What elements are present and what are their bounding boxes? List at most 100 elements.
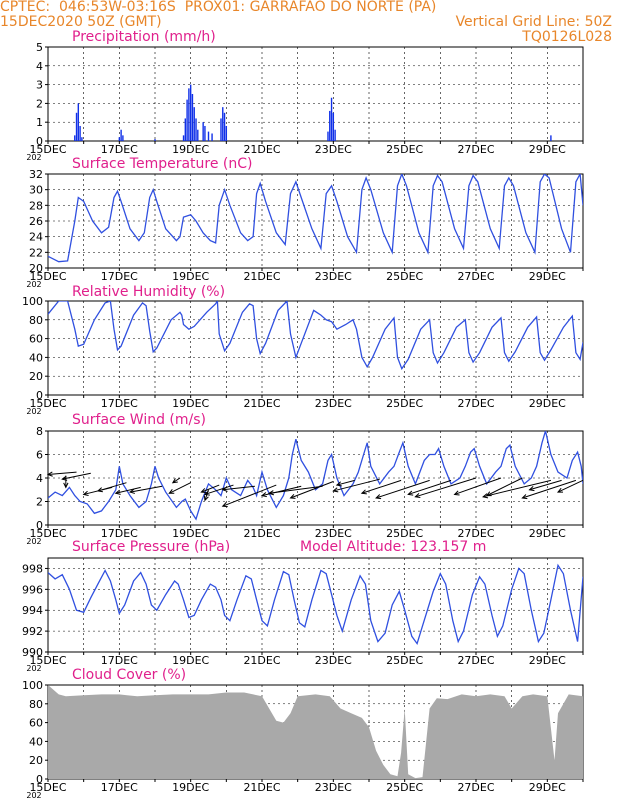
precip-bar <box>186 99 188 141</box>
wind-vector <box>290 481 334 499</box>
x-tick-label: 27DEC <box>457 527 494 540</box>
x-tick-label: 17DEC <box>101 270 138 283</box>
wind-arrowhead <box>335 481 342 487</box>
x-tick-label: 19DEC <box>172 654 209 667</box>
wind-vector <box>222 484 277 507</box>
y-tick-label: 20 <box>29 370 43 383</box>
x-tick-label: 25DEC <box>386 527 423 540</box>
x-tick-label: 21DEC <box>243 270 280 283</box>
precip-bar <box>193 107 195 141</box>
wind-arrowhead <box>171 478 178 484</box>
wind-arrowhead <box>375 494 382 500</box>
y-tick-label: 60 <box>29 333 43 346</box>
precip-bar <box>223 112 226 141</box>
wind-vector <box>415 477 477 498</box>
x-tick-label: 29DEC <box>529 654 566 667</box>
x-tick-label: 21DEC <box>243 654 280 667</box>
wind-arrowhead <box>63 482 69 489</box>
x-tick-label: 29DEC <box>529 527 566 540</box>
rh-line <box>48 301 583 371</box>
plot-frame <box>47 46 584 142</box>
x-tick-label: 15DEC <box>29 270 66 283</box>
y-tick-label: 1 <box>36 116 43 129</box>
station-info: CPTEC: 046:53W-03:16S PROX01: GARRAFAO D… <box>0 0 437 15</box>
x-tick-label: 23DEC <box>315 270 352 283</box>
wind-arrowhead <box>482 493 489 499</box>
y-tick-label: 22 <box>29 246 43 259</box>
panel-precip: 0 1 2 3 4 5 15DEC 17DEC 19DEC 21DEC 23DEC 25DEC 27DE… <box>26 29 584 162</box>
wind-arrowhead <box>128 488 135 494</box>
y-tick-label: 100 <box>22 295 43 308</box>
x-tick-label: 21DEC <box>243 143 280 156</box>
precip-bar <box>225 125 228 141</box>
panel-wind: 0 2 4 6 8 15DEC 17DEC 19DEC 21DEC 23DEC 25DEC 27DEC… <box>26 412 584 546</box>
wind-vector <box>115 486 141 494</box>
wind-arrowhead <box>96 487 103 493</box>
wind-line <box>48 431 583 521</box>
wind-vector <box>454 477 502 495</box>
x-tick-label: 25DEC <box>386 143 423 156</box>
wind-vector <box>522 479 577 499</box>
panel-rh: 0 20 40 60 80 100 15DEC 17DEC 19DEC 21DEC 23DEC 25D… <box>22 284 584 416</box>
precip-bar <box>207 131 210 141</box>
x-tick-label: 27DEC <box>457 781 494 794</box>
x-tick-label: 29DEC <box>529 270 566 283</box>
x-tick-label: 15DEC <box>29 143 66 156</box>
wind-arrowhead <box>203 490 210 496</box>
precip-bar <box>154 139 156 141</box>
precip-bar <box>334 129 336 141</box>
precip-bar <box>202 122 204 141</box>
wind-arrowhead <box>521 494 528 500</box>
x-tick-label: 15DEC <box>29 654 66 667</box>
wind-vector <box>269 485 323 494</box>
wind-arrowhead <box>556 487 564 493</box>
y-tick-label: 40 <box>29 735 43 748</box>
wind-vector <box>333 478 380 492</box>
panel-pres: 990 992 994 996 998 15DEC 17DEC 19DEC 21DEC 23DEC… <box>22 539 584 673</box>
y-tick-label: 3 <box>36 79 43 92</box>
x-tick-label: 21DEC <box>243 527 280 540</box>
wind-arrowhead <box>203 495 209 502</box>
run-date: 15DEC2020 50Z (GMT) <box>0 14 162 30</box>
precip-bar <box>195 118 197 141</box>
header: CPTEC: 046:53W-03:16S PROX01: GARRAFAO D… <box>0 0 618 48</box>
y-tick-label: 994 <box>22 604 43 617</box>
y-tick-label: 998 <box>22 562 43 575</box>
x-tick-label: 21DEC <box>243 397 280 410</box>
wind-vector <box>172 477 181 484</box>
x-tick-label: 17DEC <box>101 397 138 410</box>
y-tick-label: 28 <box>29 199 43 212</box>
y-tick-label: 2 <box>36 496 43 509</box>
wind-arrowhead <box>168 489 175 494</box>
x-tick-label: 21DEC <box>243 781 280 794</box>
precip-bar <box>197 129 199 141</box>
wind-arrowhead <box>82 490 89 496</box>
plot-frame <box>47 557 584 653</box>
wind-vector <box>557 479 584 493</box>
wind-arrowhead <box>360 489 367 495</box>
grid-line-note: Vertical Grid Line: 50Z <box>455 14 612 30</box>
wind-vector <box>201 484 220 493</box>
wind-vector <box>361 479 402 494</box>
y-tick-label: 100 <box>22 679 43 692</box>
y-tick-label: 60 <box>29 717 43 730</box>
year-label: 202 <box>26 280 41 289</box>
x-tick-label: 27DEC <box>457 143 494 156</box>
wind-arrowhead <box>267 490 275 496</box>
precip-bar <box>77 103 80 141</box>
y-tick-label: 2 <box>36 97 43 110</box>
precip-bar <box>120 129 122 141</box>
wind-vector <box>486 477 523 497</box>
x-tick-label: 19DEC <box>172 397 209 410</box>
x-tick-label: 19DEC <box>172 527 209 540</box>
wind-arrowhead <box>260 492 267 498</box>
x-tick-label: 27DEC <box>457 397 494 410</box>
precip-bar <box>189 84 192 141</box>
wind-vector <box>204 484 234 495</box>
panel-title: Relative Humidity (%) <box>72 284 225 300</box>
wind-vector <box>261 485 302 497</box>
panel-title: Surface Pressure (hPa) <box>72 539 230 555</box>
wind-vector <box>336 479 355 486</box>
wind-arrowhead <box>200 488 207 493</box>
